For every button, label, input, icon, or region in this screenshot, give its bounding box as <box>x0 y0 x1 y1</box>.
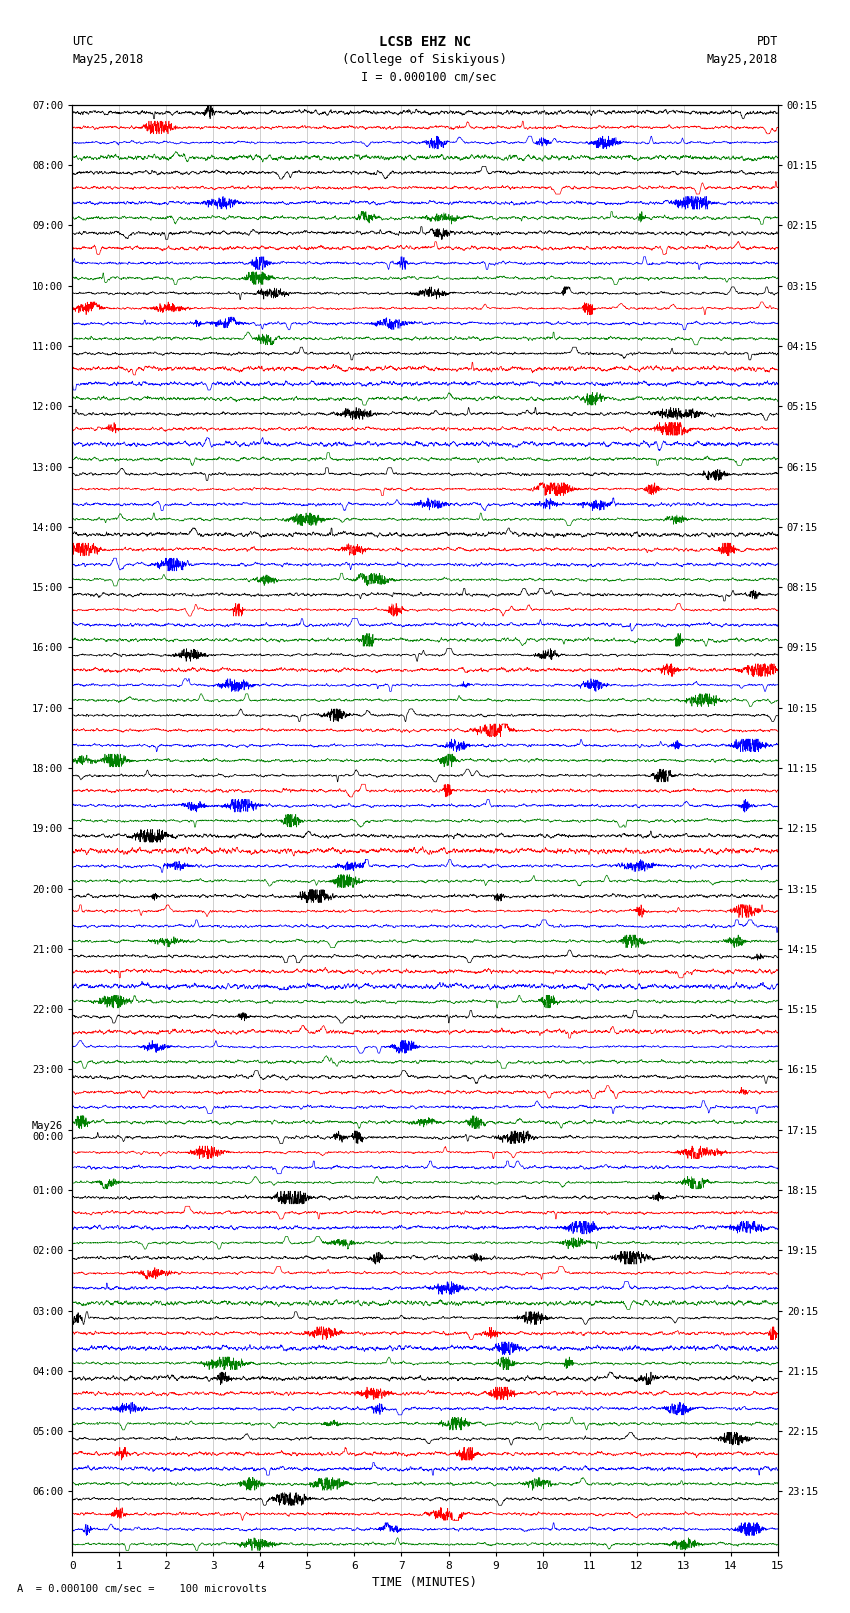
X-axis label: TIME (MINUTES): TIME (MINUTES) <box>372 1576 478 1589</box>
Text: May25,2018: May25,2018 <box>706 53 778 66</box>
Text: (College of Siskiyous): (College of Siskiyous) <box>343 53 507 66</box>
Text: UTC: UTC <box>72 35 94 48</box>
Text: I = 0.000100 cm/sec: I = 0.000100 cm/sec <box>354 71 496 84</box>
Text: LCSB EHZ NC: LCSB EHZ NC <box>379 35 471 50</box>
Text: May25,2018: May25,2018 <box>72 53 144 66</box>
Text: PDT: PDT <box>756 35 778 48</box>
Text: A  = 0.000100 cm/sec =    100 microvolts: A = 0.000100 cm/sec = 100 microvolts <box>17 1584 267 1594</box>
